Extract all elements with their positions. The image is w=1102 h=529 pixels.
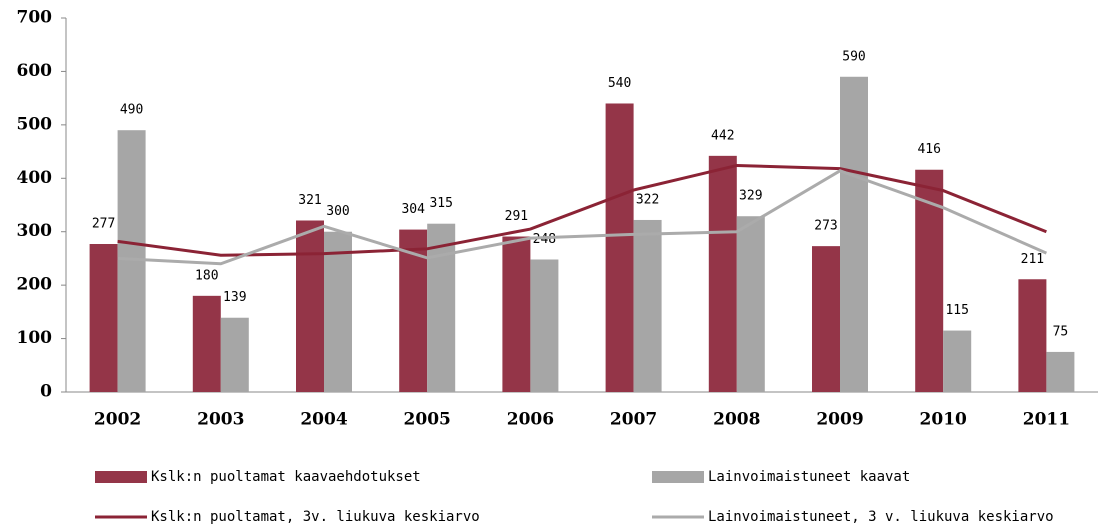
- value-label: 329: [739, 189, 762, 204]
- bar: [943, 330, 972, 392]
- value-label: 277: [92, 217, 115, 232]
- bar: [192, 295, 221, 392]
- line: [117, 169, 1048, 266]
- value-label: 304: [401, 202, 425, 217]
- value-label: 139: [223, 290, 246, 305]
- value-label: 416: [917, 142, 940, 157]
- bar: [220, 317, 249, 392]
- bar: [840, 76, 868, 393]
- legend-label: Kslk:n puoltamat kaavaehdotukset: [151, 469, 421, 485]
- bar: [633, 219, 662, 392]
- x-tick-label: 2003: [197, 410, 244, 430]
- value-label: 540: [608, 76, 631, 91]
- legend-label: Lainvoimaistuneet kaavat: [708, 469, 910, 485]
- value-label: 211: [1021, 252, 1044, 267]
- y-tick-label: 200: [17, 275, 53, 295]
- legend-swatch: [95, 471, 147, 483]
- y-tick-label: 700: [17, 8, 53, 28]
- y-tick-label: 100: [17, 328, 53, 348]
- y-tick-label: 500: [17, 114, 53, 134]
- value-label: 300: [326, 204, 349, 219]
- bar: [1046, 351, 1075, 392]
- x-tick-label: 2010: [920, 410, 967, 430]
- y-tick-label: 300: [17, 221, 53, 241]
- bar: [89, 244, 118, 392]
- x-tick-label: 2005: [404, 410, 451, 430]
- value-label: 590: [842, 49, 865, 64]
- legend-swatch: [652, 471, 704, 483]
- value-label: 315: [429, 196, 452, 211]
- value-label: 75: [1053, 324, 1069, 339]
- x-tick-label: 2002: [94, 410, 141, 430]
- y-tick-label: 400: [17, 168, 53, 188]
- x-tick-label: 2009: [816, 410, 863, 430]
- bar: [530, 259, 559, 392]
- bar: [736, 216, 765, 392]
- value-label: 322: [636, 192, 659, 207]
- value-label: 291: [505, 209, 528, 224]
- value-label: 248: [533, 232, 556, 247]
- bar: [605, 103, 634, 392]
- x-tick-label: 2007: [610, 410, 657, 430]
- value-label: 490: [120, 103, 143, 118]
- value-label: 180: [195, 268, 218, 283]
- line: [117, 163, 1047, 257]
- legend-label: Lainvoimaistuneet, 3 v. liukuva keskiarv…: [708, 509, 1054, 525]
- bar: [708, 155, 737, 392]
- value-label: 273: [814, 219, 837, 234]
- x-tick-label: 2004: [300, 410, 347, 430]
- x-tick-label: 2006: [507, 410, 554, 430]
- bar: [502, 236, 531, 392]
- bar: [812, 246, 840, 392]
- x-tick-label: 2008: [713, 410, 760, 430]
- bar: [427, 223, 456, 392]
- bar: [324, 231, 352, 392]
- value-label: 115: [945, 303, 968, 318]
- x-tick-label: 2011: [1023, 410, 1070, 430]
- bar: [1018, 279, 1047, 392]
- y-tick-label: 600: [17, 61, 53, 81]
- legend-label: Kslk:n puoltamat, 3v. liukuva keskiarvo: [151, 509, 480, 525]
- y-tick-label: 0: [40, 382, 52, 402]
- bar: [296, 220, 324, 392]
- value-label: 321: [298, 193, 321, 208]
- value-label: 442: [711, 128, 734, 143]
